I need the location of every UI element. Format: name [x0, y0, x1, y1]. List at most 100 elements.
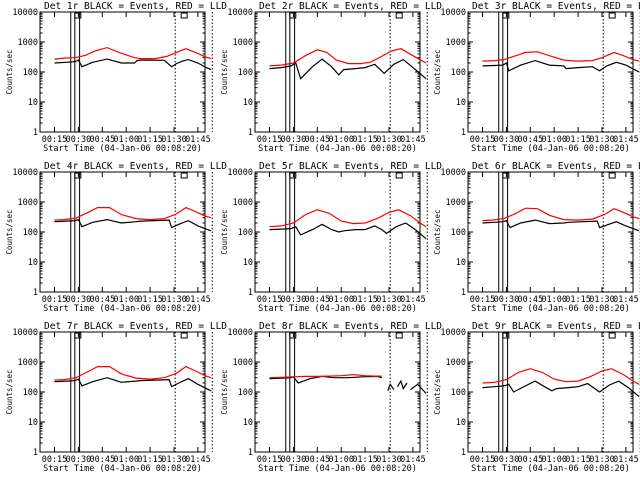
y-tick-label: 100	[23, 68, 38, 78]
y-tick-label: 10	[456, 258, 466, 268]
x-tick-label: 01:45	[185, 135, 211, 145]
y-tick-label: 10	[456, 98, 466, 108]
series-events-line	[269, 222, 427, 240]
y-tick-label: 1000	[446, 198, 466, 208]
y-tick-label: 1	[248, 128, 253, 138]
series-lld-line	[269, 209, 427, 228]
x-tick-label: 00:15	[42, 295, 68, 305]
x-axis-label: Start Time (04-Jan-06 00:08:20)	[43, 464, 202, 474]
y-tick-label: 10	[28, 258, 38, 268]
top-bracket-marker	[608, 332, 616, 339]
panel-title: Det 8r BLACK = Events, RED = LLD	[259, 321, 442, 332]
series-lld-line	[482, 207, 640, 222]
series-events-line	[269, 58, 427, 80]
x-tick-label: 01:15	[137, 455, 163, 465]
x-tick-label: 00:30	[66, 135, 92, 145]
series-events-line	[387, 382, 395, 392]
y-tick-label: 1	[33, 128, 38, 138]
x-tick-label: 01:00	[541, 295, 567, 305]
top-bracket-marker	[289, 332, 297, 339]
series-lld-line	[482, 51, 640, 62]
y-axis-label: Counts/sec	[433, 209, 442, 254]
y-tick-label: 1	[461, 288, 466, 298]
top-bracket-marker	[180, 12, 188, 19]
y-tick-label: 1	[461, 448, 466, 458]
top-bracket-marker	[289, 172, 297, 179]
detector-panel-5: Det 5r BLACK = Events, RED = LLD 1 10 100 10…	[220, 161, 442, 314]
y-tick-label: 1000	[446, 38, 466, 48]
x-tick-label: 00:15	[470, 455, 496, 465]
top-bracket-marker	[608, 12, 616, 19]
x-axis-label: Start Time (04-Jan-06 00:08:20)	[258, 304, 417, 314]
y-tick-label: 1	[248, 448, 253, 458]
series-events-line	[396, 379, 408, 390]
panel-title: Det 7r BLACK = Events, RED = LLD	[44, 321, 227, 332]
y-axis-label: Counts/sec	[220, 369, 229, 414]
x-tick-label: 01:15	[352, 455, 378, 465]
x-tick-label: 00:30	[281, 455, 307, 465]
plot-frame	[254, 331, 421, 453]
y-axis-label: Counts/sec	[433, 369, 442, 414]
series-lld-line	[54, 206, 212, 221]
y-axis-label: Counts/sec	[5, 369, 14, 414]
y-tick-label: 1	[33, 288, 38, 298]
x-tick-label: 01:00	[328, 455, 354, 465]
top-bracket-marker	[74, 332, 82, 339]
x-tick-label: 01:15	[565, 455, 591, 465]
x-axis-label: Start Time (04-Jan-06 00:08:20)	[471, 144, 630, 154]
series-lld-line	[482, 368, 640, 385]
x-tick-label: 01:00	[541, 135, 567, 145]
x-tick-label: 00:45	[90, 295, 116, 305]
x-tick-label: 01:00	[541, 455, 567, 465]
panel-title: Det 3r BLACK = Events, RED = LLD	[472, 1, 640, 12]
x-tick-label: 01:45	[613, 295, 639, 305]
top-bracket-marker	[395, 332, 403, 339]
x-tick-label: 00:15	[257, 455, 283, 465]
plot-frame	[39, 171, 206, 293]
detector-panel-8: Det 8r BLACK = Events, RED = LLD 1 10 100 10…	[220, 321, 442, 474]
y-tick-label: 10000	[12, 328, 38, 338]
x-tick-label: 01:45	[400, 455, 426, 465]
x-tick-label: 01:45	[185, 455, 211, 465]
y-tick-label: 1	[33, 448, 38, 458]
y-tick-label: 10000	[440, 8, 466, 18]
y-tick-label: 100	[238, 68, 253, 78]
top-bracket-marker	[395, 12, 403, 19]
x-tick-label: 00:30	[66, 455, 92, 465]
x-tick-label: 00:45	[305, 295, 331, 305]
x-tick-label: 00:15	[470, 135, 496, 145]
plot-frame	[467, 171, 634, 293]
x-tick-label: 01:30	[161, 295, 187, 305]
y-tick-label: 100	[451, 228, 466, 238]
x-tick-label: 00:30	[494, 455, 520, 465]
y-tick-label: 10000	[12, 8, 38, 18]
x-axis-label: Start Time (04-Jan-06 00:08:20)	[471, 464, 630, 474]
x-tick-label: 01:00	[113, 135, 139, 145]
x-axis-label: Start Time (04-Jan-06 00:08:20)	[258, 464, 417, 474]
y-tick-label: 1	[248, 288, 253, 298]
x-tick-label: 00:15	[42, 455, 68, 465]
y-tick-label: 1000	[18, 198, 38, 208]
y-tick-label: 10000	[227, 168, 253, 178]
panel-title: Det 2r BLACK = Events, RED = LLD	[259, 1, 442, 12]
y-tick-label: 10000	[12, 168, 38, 178]
x-tick-label: 01:30	[589, 455, 615, 465]
x-tick-label: 01:30	[589, 295, 615, 305]
y-tick-label: 10000	[227, 8, 253, 18]
x-tick-label: 00:45	[90, 455, 116, 465]
x-tick-label: 00:45	[518, 295, 544, 305]
series-events-line	[482, 380, 640, 398]
x-tick-label: 00:45	[518, 135, 544, 145]
y-tick-label: 100	[23, 228, 38, 238]
panel-title: Det 1r BLACK = Events, RED = LLD	[44, 1, 227, 12]
x-tick-label: 00:45	[90, 135, 116, 145]
y-tick-label: 1000	[18, 38, 38, 48]
detector-panel-6: Det 6r BLACK = Events, RED = LLD 1 10 100 10…	[433, 161, 640, 314]
x-tick-label: 00:15	[257, 295, 283, 305]
detector-panel-7: Det 7r BLACK = Events, RED = LLD 1 10 100 10…	[5, 321, 227, 474]
top-bracket-marker	[608, 172, 616, 179]
x-axis-label: Start Time (04-Jan-06 00:08:20)	[471, 304, 630, 314]
x-axis-label: Start Time (04-Jan-06 00:08:20)	[43, 144, 202, 154]
y-tick-label: 10000	[440, 168, 466, 178]
